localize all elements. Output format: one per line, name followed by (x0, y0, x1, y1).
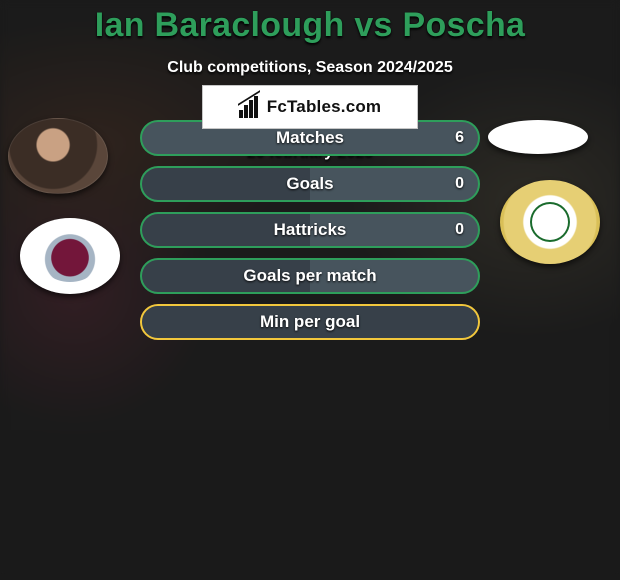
stat-value-right: 6 (455, 122, 464, 154)
player-right-club-badge (500, 180, 600, 264)
stat-bar-fill (142, 214, 310, 246)
fctables-logo: FcTables.com (202, 85, 418, 129)
player-left-avatar (8, 118, 108, 194)
subtitle: Club competitions, Season 2024/2025 (0, 59, 620, 77)
comparison-card: Ian Baraclough vs Poscha Club competitio… (0, 0, 620, 580)
stat-bar: Hattricks0 (140, 212, 480, 248)
bar-chart-icon (239, 96, 261, 118)
stat-bars: Matches6Goals0Hattricks0Goals per matchM… (140, 120, 480, 350)
stat-bar: Goals per match (140, 258, 480, 294)
stat-value-right: 0 (455, 168, 464, 200)
stat-value-right: 0 (455, 214, 464, 246)
stat-bar: Goals0 (140, 166, 480, 202)
stat-bar: Min per goal (140, 304, 480, 340)
logo-text: FcTables.com (267, 97, 382, 117)
player-right-avatar (488, 120, 588, 154)
page-title: Ian Baraclough vs Poscha (0, 0, 620, 45)
player-left-club-badge (20, 218, 120, 294)
stat-bar-fill (142, 260, 310, 292)
stat-bar-fill (142, 168, 310, 200)
stat-bar-fill (142, 306, 478, 338)
